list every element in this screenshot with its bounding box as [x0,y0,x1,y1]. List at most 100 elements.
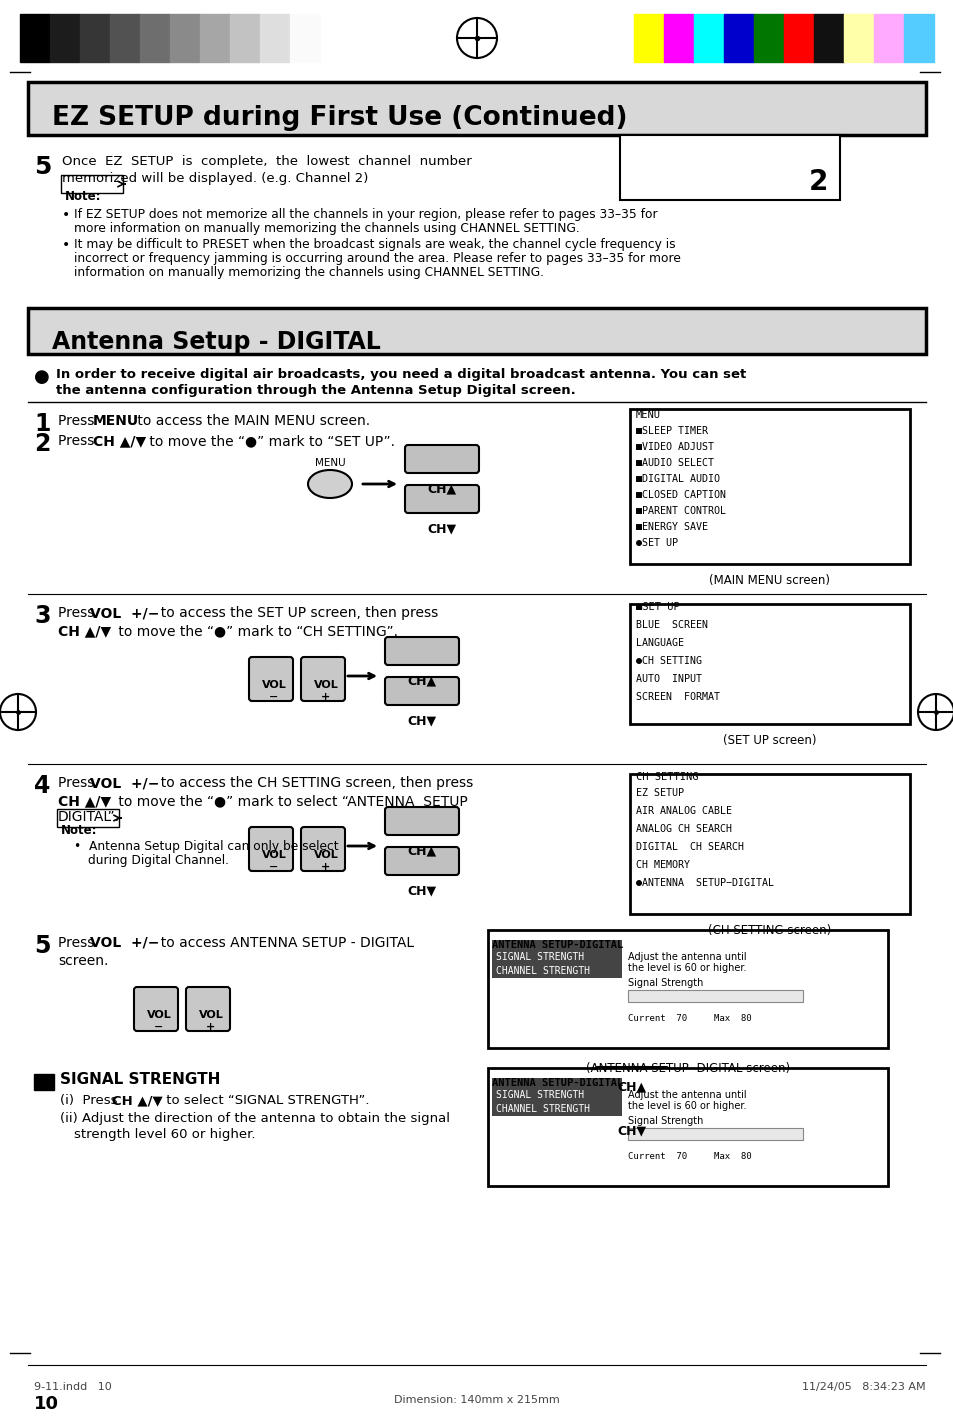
Bar [723,14,753,63]
FancyBboxPatch shape [301,826,345,871]
Text: AUTO  INPUT: AUTO INPUT [636,674,701,684]
Text: 2: 2 [34,432,51,456]
Bar [813,14,843,63]
FancyBboxPatch shape [385,846,458,875]
FancyBboxPatch shape [629,604,909,724]
Text: MENU: MENU [636,410,660,420]
Text: It may be difficult to PRESET when the broadcast signals are weak, the channel c: It may be difficult to PRESET when the b… [74,238,675,251]
Text: DIGITAL”.: DIGITAL”. [58,809,120,824]
Bar [140,14,170,63]
Text: MENU: MENU [92,415,139,427]
Bar [634,14,663,63]
Text: ●: ● [34,368,50,386]
Text: (SET UP screen): (SET UP screen) [722,734,816,747]
Text: VOL
−: VOL − [261,680,286,701]
Text: If EZ SETUP does not memorize all the channels in your region, please refer to p: If EZ SETUP does not memorize all the ch… [74,208,657,221]
Ellipse shape [308,470,352,497]
Text: •: • [62,238,71,252]
Text: ANTENNA SETUP-DIGITAL: ANTENNA SETUP-DIGITAL [492,1077,622,1089]
Text: Adjust the antenna until: Adjust the antenna until [627,1090,746,1100]
Bar [200,14,230,63]
Text: CH▲: CH▲ [427,482,456,494]
Text: 9-11.indd   10: 9-11.indd 10 [34,1382,112,1392]
Text: ●ANTENNA  SETUP−DIGITAL: ●ANTENNA SETUP−DIGITAL [636,878,773,888]
Text: CH▲: CH▲ [617,1080,646,1093]
FancyBboxPatch shape [595,1067,668,1094]
Text: Current  70     Max  80: Current 70 Max 80 [627,1015,751,1023]
Text: ■PARENT CONTROL: ■PARENT CONTROL [636,506,725,516]
Text: to access the MAIN MENU screen.: to access the MAIN MENU screen. [132,415,370,427]
Text: CH▼: CH▼ [427,522,456,534]
Text: ■ENERGY SAVE: ■ENERGY SAVE [636,522,707,532]
FancyBboxPatch shape [627,990,802,1002]
Bar [873,14,903,63]
FancyBboxPatch shape [133,988,178,1032]
Bar [170,14,200,63]
Text: 11/24/05   8:34:23 AM: 11/24/05 8:34:23 AM [801,1382,925,1392]
Text: the level is 60 or higher.: the level is 60 or higher. [627,963,745,973]
Text: SCREEN  FORMAT: SCREEN FORMAT [636,693,720,703]
Text: ANALOG CH SEARCH: ANALOG CH SEARCH [636,824,731,834]
Text: 5: 5 [34,933,51,958]
Text: Press: Press [58,415,99,427]
Text: Once  EZ  SETUP  is  complete,  the  lowest  channel  number: Once EZ SETUP is complete, the lowest ch… [62,155,471,168]
Text: (i)  Press: (i) Press [60,1094,122,1107]
FancyBboxPatch shape [57,809,119,826]
Bar [34,1074,54,1090]
Text: Press: Press [58,606,99,620]
Text: Press: Press [58,777,99,789]
FancyBboxPatch shape [186,988,230,1032]
Text: SIGNAL STRENGTH: SIGNAL STRENGTH [496,1090,583,1100]
Text: CH▲: CH▲ [407,674,436,687]
Text: to access ANTENNA SETUP - DIGITAL: to access ANTENNA SETUP - DIGITAL [152,936,414,950]
Bar [783,14,813,63]
Text: CH ▲/▼: CH ▲/▼ [58,624,111,638]
Text: during Digital Channel.: during Digital Channel. [88,854,229,866]
FancyBboxPatch shape [629,409,909,564]
Text: LANGUAGE: LANGUAGE [636,638,683,648]
FancyBboxPatch shape [249,657,293,701]
Text: In order to receive digital air broadcasts, you need a digital broadcast antenna: In order to receive digital air broadcas… [56,368,745,380]
Text: ■DIGITAL AUDIO: ■DIGITAL AUDIO [636,475,720,485]
Text: CH ▲/▼: CH ▲/▼ [58,794,111,808]
FancyBboxPatch shape [385,807,458,835]
Text: CH ▲/▼: CH ▲/▼ [112,1094,163,1107]
Text: ■VIDEO ADJUST: ■VIDEO ADJUST [636,442,713,452]
FancyBboxPatch shape [488,931,887,1047]
Text: SIGNAL STRENGTH: SIGNAL STRENGTH [60,1072,220,1087]
Text: (MAIN MENU screen): (MAIN MENU screen) [709,574,830,587]
FancyBboxPatch shape [28,308,925,353]
Text: Current  70     Max  80: Current 70 Max 80 [627,1151,751,1161]
Text: Antenna Setup - DIGITAL: Antenna Setup - DIGITAL [52,331,380,353]
Text: (ANTENNA SETUP- DIGITAL screen): (ANTENNA SETUP- DIGITAL screen) [585,1062,789,1074]
Text: strength level 60 or higher.: strength level 60 or higher. [74,1129,255,1141]
Text: BLUE  SCREEN: BLUE SCREEN [636,620,707,630]
FancyBboxPatch shape [492,1077,621,1116]
Text: ■CLOSED CAPTION: ■CLOSED CAPTION [636,490,725,500]
Text: VOL  +/−: VOL +/− [90,606,159,620]
Text: SIGNAL STRENGTH: SIGNAL STRENGTH [496,952,583,962]
Text: •: • [62,208,71,222]
Text: VOL
+: VOL + [198,1010,223,1032]
Bar [663,14,693,63]
Text: Signal Strength: Signal Strength [627,978,702,988]
FancyBboxPatch shape [492,940,621,978]
Text: to move the “●” mark to “SET UP”.: to move the “●” mark to “SET UP”. [145,435,395,447]
Text: 10: 10 [34,1395,59,1414]
Text: Adjust the antenna until: Adjust the antenna until [627,952,746,962]
Text: CH▼: CH▼ [407,884,436,896]
Text: incorrect or frequency jamming is occurring around the area. Please refer to pag: incorrect or frequency jamming is occurr… [74,252,680,265]
Text: CH▼: CH▼ [407,714,436,727]
Text: VOL
−: VOL − [261,849,286,872]
Text: CHANNEL STRENGTH: CHANNEL STRENGTH [496,1104,589,1114]
Text: •  Antenna Setup Digital can only be select: • Antenna Setup Digital can only be sele… [74,839,338,854]
Text: to access the SET UP screen, then press: to access the SET UP screen, then press [152,606,437,620]
FancyBboxPatch shape [385,637,458,665]
Text: CH SETTING: CH SETTING [636,772,698,782]
Bar [50,14,80,63]
Text: information on manually memorizing the channels using CHANNEL SETTING.: information on manually memorizing the c… [74,266,543,279]
Text: screen.: screen. [58,953,109,968]
Bar [753,14,783,63]
Text: 3: 3 [34,604,51,628]
Bar [230,14,260,63]
